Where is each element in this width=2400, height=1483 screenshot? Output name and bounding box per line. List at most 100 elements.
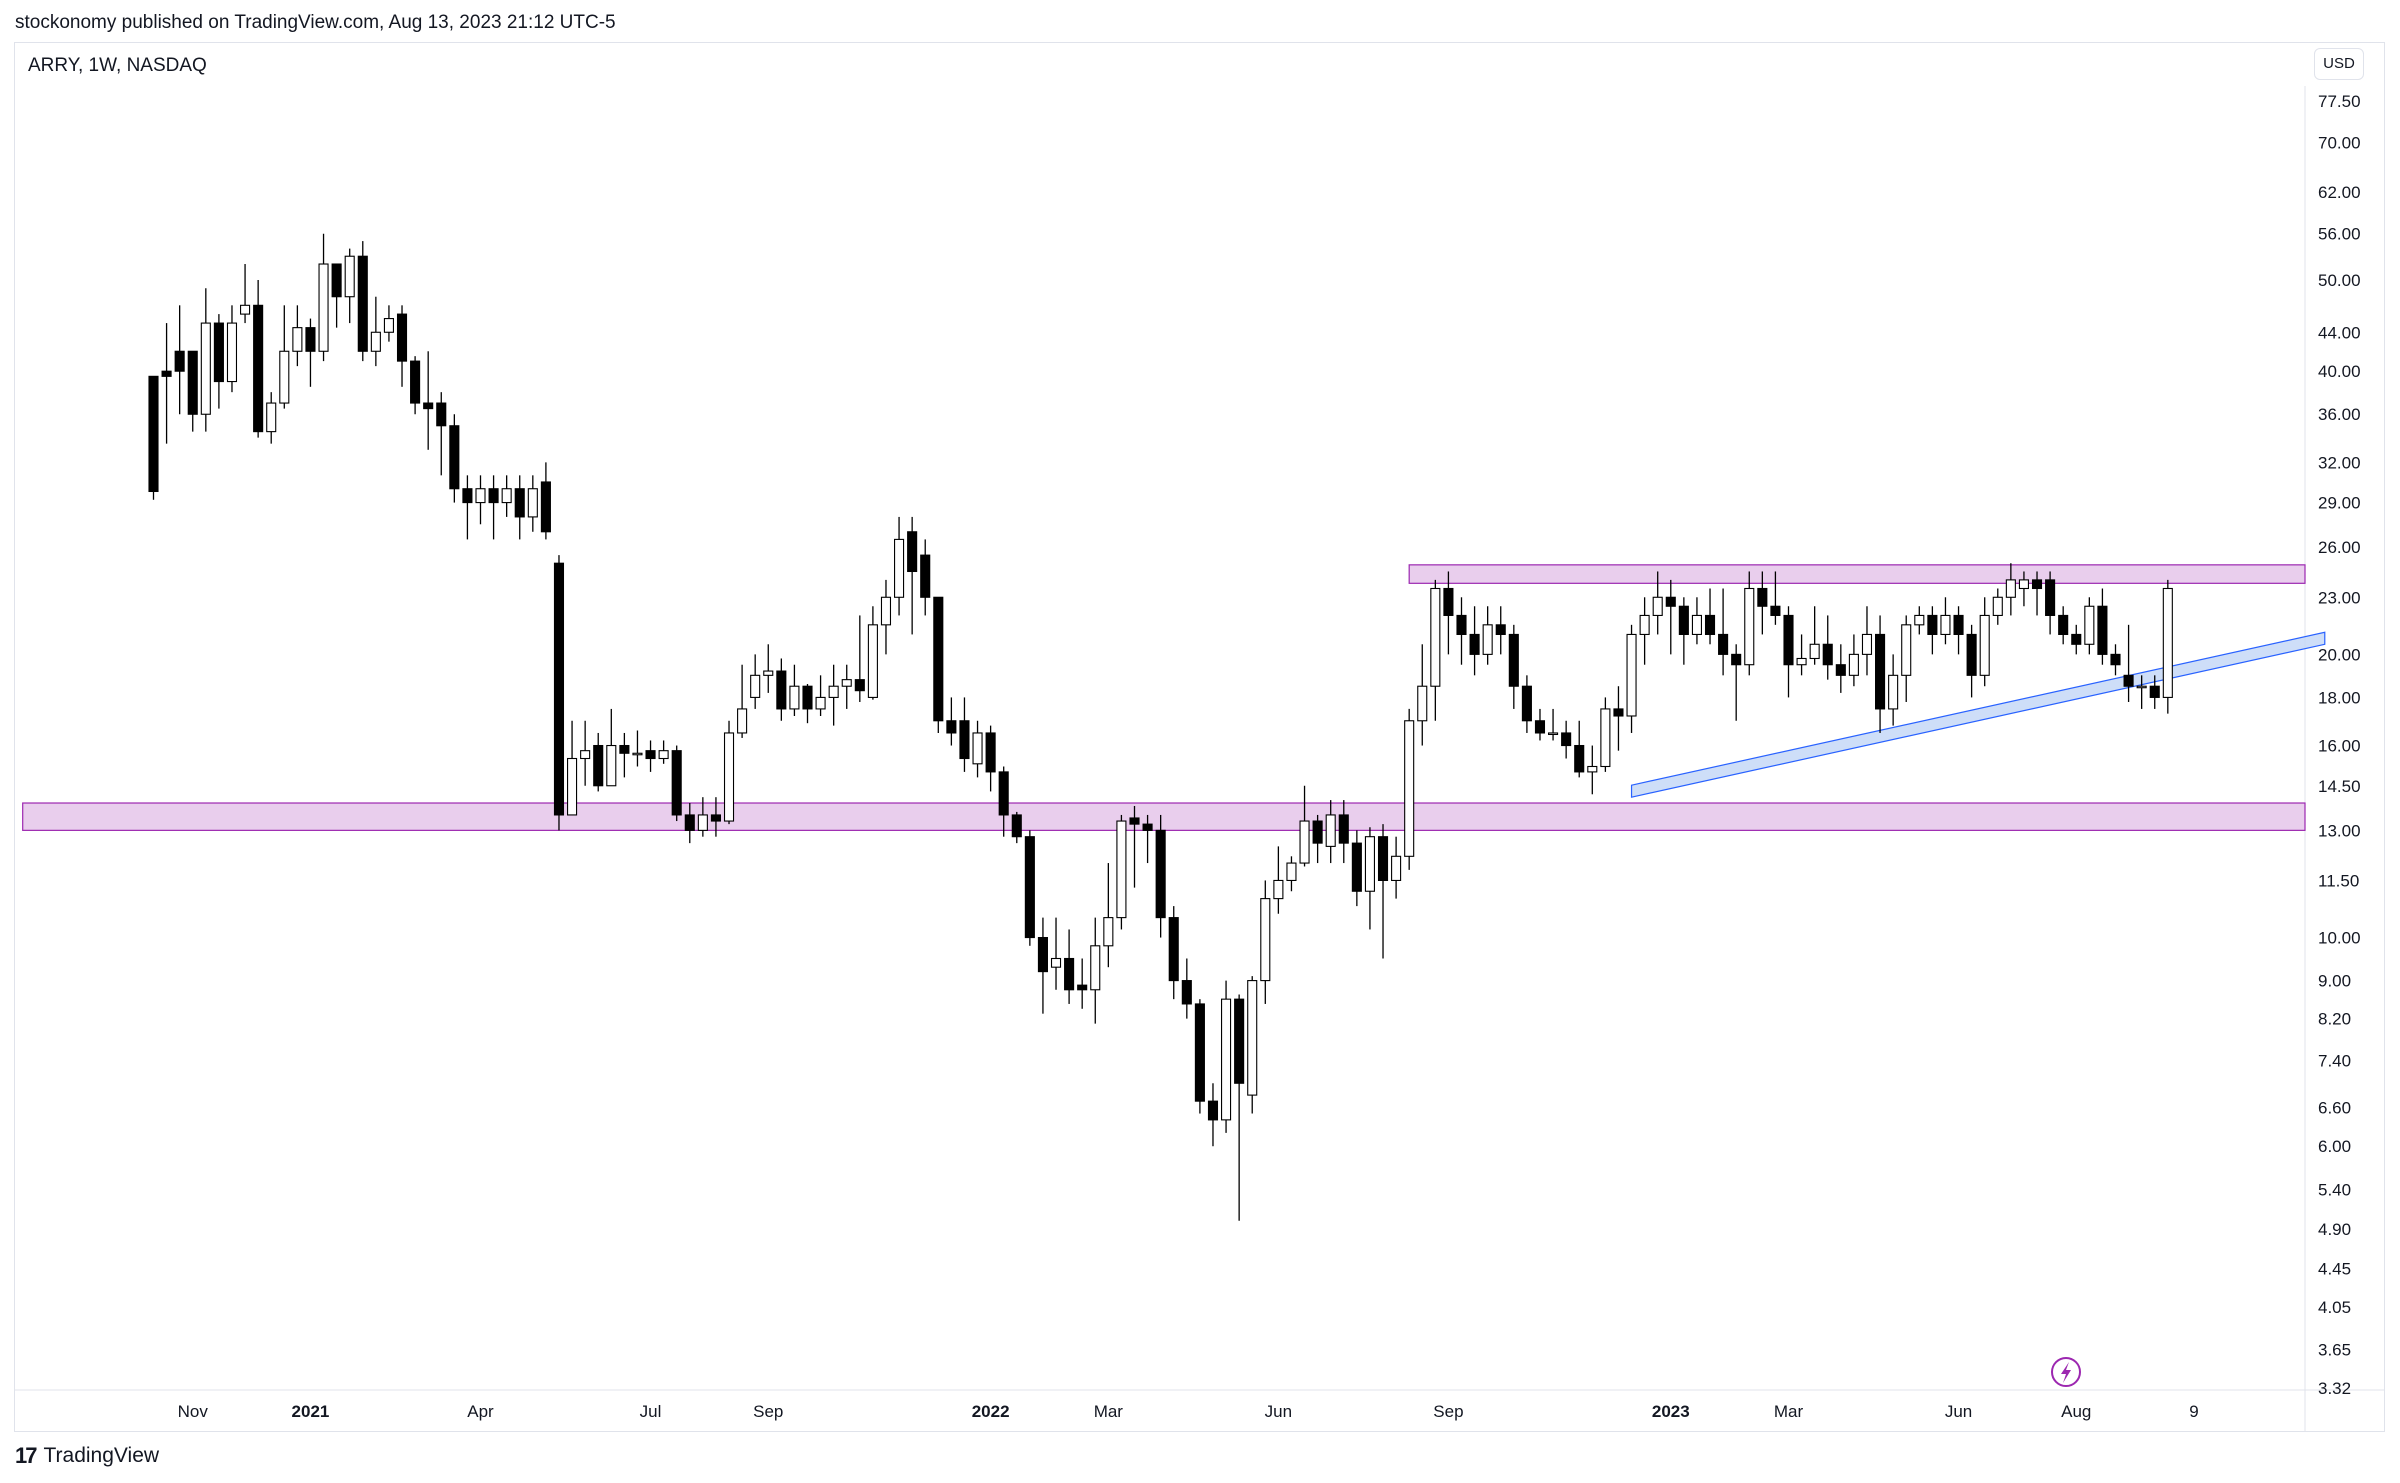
candle xyxy=(723,720,735,825)
candle-body xyxy=(1155,829,1166,919)
candle-body xyxy=(2084,605,2095,645)
candle-body xyxy=(370,331,381,352)
candle xyxy=(1534,708,1546,741)
candle-body xyxy=(1574,744,1585,773)
x-tick-label: Mar xyxy=(1774,1402,1804,1421)
y-tick-label: 8.20 xyxy=(2318,1010,2351,1029)
candle xyxy=(1678,597,1689,665)
currency-button[interactable]: USD xyxy=(2314,48,2364,80)
candle-body xyxy=(1247,980,1258,1096)
candle-body xyxy=(1064,957,1075,991)
candle xyxy=(567,720,578,816)
candle xyxy=(1757,571,1768,635)
candle xyxy=(1953,606,1964,655)
candle-body xyxy=(1404,720,1415,857)
candle-body xyxy=(1116,820,1127,919)
candle xyxy=(880,579,892,655)
candle-body xyxy=(828,685,839,698)
candle-body xyxy=(305,327,316,352)
candle-body xyxy=(226,322,238,383)
candle xyxy=(933,596,944,733)
candle-body xyxy=(723,732,735,822)
candle xyxy=(1155,814,1166,938)
candle-body xyxy=(1914,614,1925,626)
candle-body xyxy=(1325,814,1336,847)
candle xyxy=(1744,571,1755,676)
candle xyxy=(305,318,316,387)
candle xyxy=(475,475,486,525)
candle-body xyxy=(318,263,329,352)
candle-body xyxy=(200,322,211,415)
candle xyxy=(1299,785,1310,867)
candle xyxy=(161,323,172,444)
candle-body xyxy=(1888,674,1899,710)
candle-body xyxy=(1521,685,1532,722)
candle-body xyxy=(213,322,224,383)
candle-body xyxy=(1534,720,1546,734)
zone-resistance xyxy=(1408,564,2306,584)
y-tick-label: 62.00 xyxy=(2318,183,2361,202)
candle xyxy=(802,684,813,724)
x-tick-label: Nov xyxy=(178,1402,209,1421)
candle xyxy=(737,664,748,738)
candle xyxy=(1194,999,1205,1114)
candle-body xyxy=(1312,820,1323,844)
y-tick-label: 9.00 xyxy=(2318,972,2351,991)
candle-body xyxy=(1207,1100,1219,1121)
candle-body xyxy=(1979,614,1990,676)
candle xyxy=(2136,675,2147,709)
candle xyxy=(1103,863,1114,968)
candle-body xyxy=(1037,936,1048,973)
candle xyxy=(828,664,839,726)
candle xyxy=(2045,571,2056,635)
lightning-bolt-icon[interactable] xyxy=(2051,1357,2081,1387)
candle-body xyxy=(1835,664,1846,676)
candle xyxy=(2110,644,2121,676)
candle xyxy=(1652,571,1663,635)
candle xyxy=(789,664,800,716)
candle-body xyxy=(1050,957,1062,968)
candle xyxy=(462,475,473,540)
symbol-label[interactable]: ARRY, 1W, NASDAQ xyxy=(28,55,207,76)
y-tick-label: 36.00 xyxy=(2318,405,2361,424)
candle-body xyxy=(475,488,486,504)
candle xyxy=(1077,958,1088,1009)
candle-body xyxy=(802,685,813,710)
candle xyxy=(501,475,512,517)
candle-body xyxy=(1901,624,1912,676)
candle-body xyxy=(514,488,525,518)
candle xyxy=(553,555,565,831)
candle-body xyxy=(580,750,591,760)
footer-branding[interactable]: 17 TradingView xyxy=(15,1443,159,1469)
candle-body xyxy=(1090,945,1101,991)
candle xyxy=(1364,827,1375,930)
candle-body xyxy=(1260,898,1271,982)
candle xyxy=(1809,606,1820,665)
y-tick-label: 44.00 xyxy=(2318,323,2361,342)
candle xyxy=(593,732,604,792)
candle-body xyxy=(697,814,708,831)
candle-body xyxy=(1508,633,1519,687)
candle-body xyxy=(2018,579,2029,590)
y-tick-label: 5.40 xyxy=(2318,1180,2351,1199)
candle-body xyxy=(1718,633,1729,655)
candle-body xyxy=(2110,653,2121,666)
candle xyxy=(1888,654,1899,726)
candle-body xyxy=(2045,579,2056,616)
candle xyxy=(1848,634,1859,687)
candle xyxy=(213,314,224,409)
candle-body xyxy=(240,304,251,315)
candle xyxy=(841,664,852,709)
x-tick-label: 2022 xyxy=(972,1402,1010,1421)
y-tick-label: 14.50 xyxy=(2318,777,2361,796)
candle xyxy=(148,375,159,500)
y-tick-label: 3.32 xyxy=(2318,1379,2351,1398)
candle-body xyxy=(1704,614,1716,635)
candle xyxy=(396,305,408,387)
candle xyxy=(1286,856,1297,892)
candle xyxy=(907,516,918,635)
candle xyxy=(1704,588,1716,645)
candle-body xyxy=(1129,817,1140,825)
candle-body xyxy=(1953,614,1964,635)
